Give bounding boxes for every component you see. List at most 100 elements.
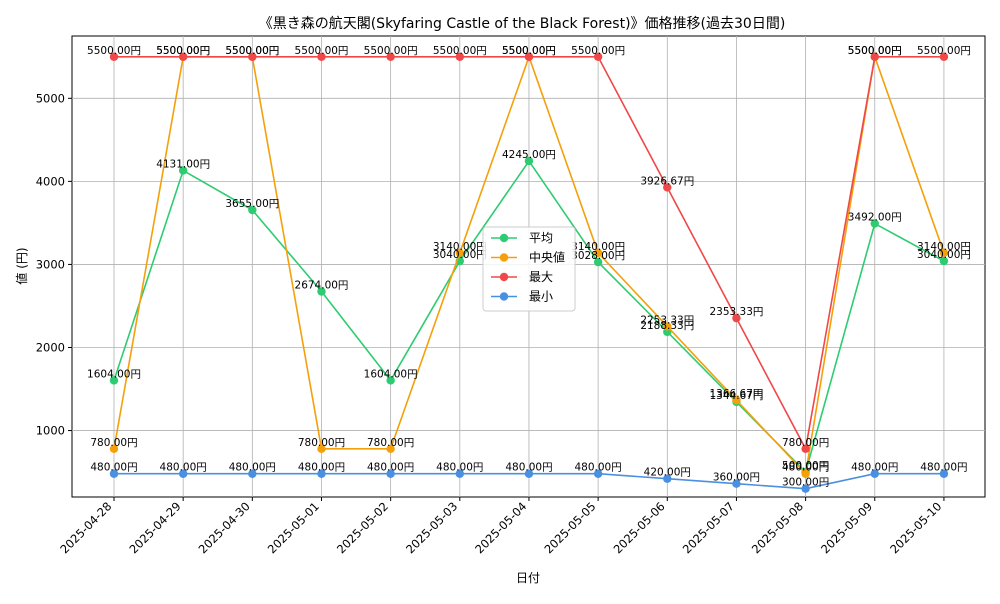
data-point — [593, 52, 603, 61]
grid-layer — [72, 36, 985, 497]
data-point — [109, 469, 119, 478]
data-label: 500.00円 — [782, 460, 829, 472]
data-point — [248, 205, 257, 215]
data-label: 480.00円 — [160, 462, 207, 474]
data-point — [178, 52, 188, 61]
data-label: 360.00円 — [713, 472, 760, 484]
data-label: 3492.00円 — [848, 212, 902, 224]
data-point — [801, 484, 810, 493]
data-label: 5500.00円 — [571, 45, 625, 57]
data-label: 3028.00円 — [571, 250, 625, 262]
data-label: 5500.00円 — [364, 45, 418, 57]
data-point — [663, 474, 672, 483]
x-tick-label: 2025-04-30 — [196, 499, 253, 556]
data-label: 1604.00円 — [364, 368, 418, 380]
data-label: 5500.00円 — [917, 45, 971, 57]
legend-marker — [499, 272, 509, 282]
data-label: 5500.00円 — [87, 45, 141, 57]
data-point — [593, 257, 603, 267]
x-tick-label: 2025-05-05 — [541, 499, 598, 556]
data-label: 1604.00円 — [87, 368, 141, 380]
data-point — [801, 444, 810, 454]
series-layer — [109, 52, 949, 493]
data-label: 5500.00円 — [225, 45, 279, 57]
data-label: 420.00円 — [644, 467, 691, 479]
data-point — [178, 469, 188, 478]
x-tick-label: 2025-05-07 — [680, 499, 737, 556]
data-label: 3140.00円 — [917, 241, 971, 253]
data-point — [663, 183, 672, 192]
legend-marker — [499, 292, 509, 301]
data-label: 5500.00円 — [848, 45, 902, 57]
data-point — [732, 479, 741, 488]
data-label: 780.00円 — [298, 437, 345, 449]
legend-label: 最小 — [529, 290, 553, 304]
data-label: 3926.67円 — [640, 175, 694, 187]
data-point — [801, 469, 810, 478]
data-label: 3140.00円 — [433, 241, 487, 253]
data-label: 5500.00円 — [156, 45, 210, 57]
data-point — [386, 469, 395, 478]
data-label: 5500.00円 — [433, 45, 487, 57]
data-point — [939, 248, 949, 257]
data-label-layer: 1604.00円 4131.00円 3655.00円 2674.00円 1604.00円… — [87, 45, 971, 489]
data-point — [386, 376, 395, 385]
data-label: 480.00円 — [505, 462, 552, 474]
legend-label: 最大 — [529, 270, 553, 284]
x-tick-label: 2025-05-09 — [818, 499, 875, 556]
data-point — [524, 52, 534, 61]
data-label: 780.00円 — [90, 437, 137, 449]
data-label: 480.00円 — [782, 462, 829, 474]
data-label: 4245.00円 — [502, 149, 556, 161]
data-label: 480.00円 — [90, 462, 137, 474]
legend-label: 平均 — [529, 231, 553, 245]
data-point — [455, 52, 464, 61]
data-label: 480.00円 — [229, 462, 276, 474]
y-tick-label: 5000 — [36, 91, 65, 105]
data-label: 780.00円 — [782, 437, 829, 449]
x-tick-label: 2025-05-04 — [472, 499, 529, 556]
data-label: 3040.00円 — [917, 249, 971, 261]
data-point — [732, 395, 741, 405]
data-point — [317, 469, 326, 478]
data-point — [939, 52, 949, 61]
data-point — [248, 469, 257, 478]
data-point — [386, 52, 395, 61]
data-label: 3040.00円 — [433, 249, 487, 261]
y-tick-label: 3000 — [36, 257, 65, 271]
data-label: 5500.00円 — [225, 45, 279, 57]
legend-marker — [499, 253, 509, 262]
x-tick-label: 2025-05-01 — [265, 499, 322, 556]
data-label: 480.00円 — [920, 462, 967, 474]
x-axis-label: 日付 — [516, 571, 540, 585]
data-label: 480.00円 — [851, 462, 898, 474]
y-tick-label: 4000 — [36, 174, 65, 188]
data-label: 2674.00円 — [295, 280, 349, 292]
data-point — [524, 469, 534, 478]
data-label: 2253.33円 — [640, 314, 694, 326]
data-label: 480.00円 — [298, 462, 345, 474]
x-tick-label: 2025-05-06 — [611, 499, 668, 556]
x-tick-label: 2025-05-08 — [749, 499, 806, 556]
data-label: 480.00円 — [436, 462, 483, 474]
data-point — [455, 248, 464, 257]
legend-box — [482, 226, 576, 312]
legend-label: 中央値 — [529, 250, 565, 265]
data-point — [109, 52, 119, 61]
data-label: 1366.67円 — [709, 388, 763, 400]
data-point — [593, 248, 603, 257]
data-label: 3140.00円 — [571, 241, 625, 253]
data-point — [386, 444, 395, 454]
x-tick-label: 2025-04-29 — [126, 499, 183, 556]
data-point — [317, 444, 326, 454]
data-label: 2353.33円 — [709, 306, 763, 318]
data-point — [248, 52, 257, 61]
data-label: 1344.67円 — [709, 390, 763, 402]
data-point — [593, 469, 603, 478]
data-point — [317, 52, 326, 61]
data-label: 4131.00円 — [156, 158, 210, 170]
data-point — [870, 219, 879, 228]
data-label: 2188.33円 — [640, 320, 694, 332]
data-label: 480.00円 — [367, 462, 414, 474]
